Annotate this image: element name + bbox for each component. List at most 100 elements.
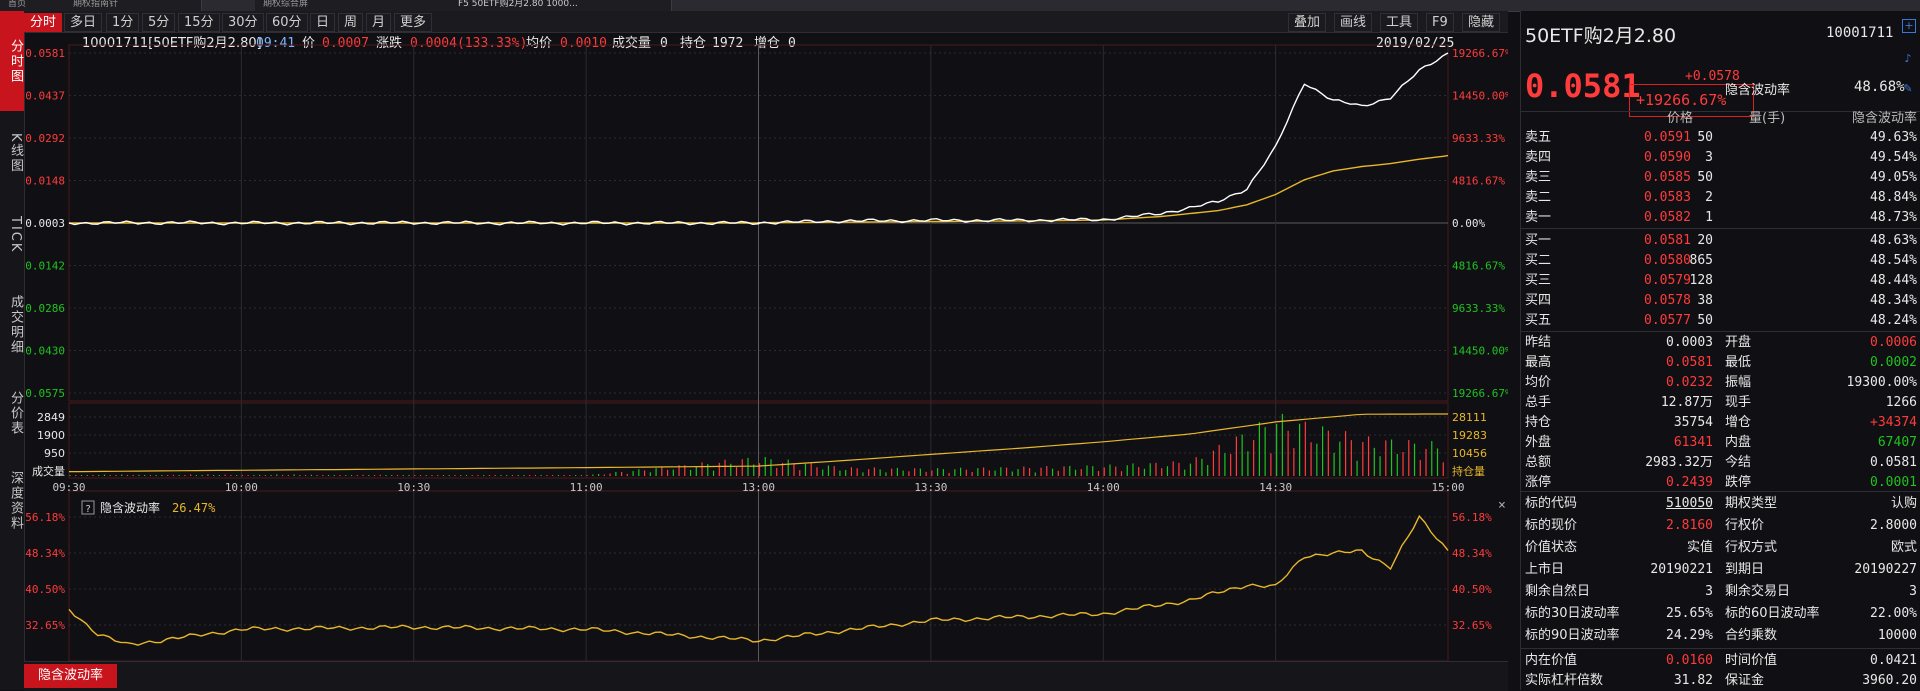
period-15min-button[interactable]: 15分	[178, 13, 220, 32]
edit-icon[interactable]: ✎	[1903, 82, 1913, 95]
vtab-intraday[interactable]: 分时图	[0, 11, 24, 111]
stat-value: 22.00%	[1870, 606, 1917, 621]
iv-help-icon[interactable]	[81, 500, 95, 515]
stat-value[interactable]: 510050	[1666, 496, 1713, 511]
tab-home[interactable]: 首页	[0, 0, 73, 11]
stat-value: 31.82	[1673, 673, 1713, 688]
book-row-label: 买二	[1525, 253, 1552, 268]
stat-label: 振幅	[1725, 375, 1752, 390]
iv-axis-right-label: 56.18%	[1452, 511, 1492, 524]
book-row-price: 0.0578	[1644, 293, 1691, 308]
period-1min-button[interactable]: 1分	[106, 13, 140, 32]
stat-value: 25.65%	[1666, 606, 1713, 621]
vtab-tick[interactable]: TICK	[8, 216, 23, 254]
stat-value: 0.0160	[1666, 653, 1713, 668]
stat-label: 上市日	[1525, 562, 1565, 577]
info-price: 0.0007	[322, 36, 369, 51]
hide-button[interactable]: 隐藏	[1462, 13, 1501, 32]
book-row-price: 0.0580	[1644, 253, 1691, 268]
book-row[interactable]: 买三 0.0579 128 48.44%	[1521, 271, 1920, 291]
book-row[interactable]: 买四 0.0578 38 48.34%	[1521, 291, 1920, 311]
book-row-price: 0.0582	[1644, 210, 1691, 225]
book-row-iv: 48.73%	[1870, 210, 1917, 225]
stat-row: 总额 2983.32万 今结 0.0581	[1521, 453, 1920, 473]
book-row-qty: 1	[1705, 210, 1713, 225]
period-60min-button[interactable]: 60分	[266, 13, 308, 32]
alert-bell-icon[interactable]: ♪	[1904, 52, 1912, 65]
book-row[interactable]: 卖一 0.0582 1 48.73%	[1521, 208, 1920, 228]
f9-button[interactable]: F9	[1426, 13, 1454, 32]
book-row[interactable]: 买五 0.0577 50 48.24%	[1521, 311, 1920, 331]
indicator-tab-iv[interactable]: 隐含波动率	[24, 664, 118, 688]
book-row-iv: 49.63%	[1870, 130, 1917, 145]
overlay-button[interactable]: 叠加	[1288, 13, 1327, 32]
period-multiday-button[interactable]: 多日	[64, 13, 103, 32]
period-5min-button[interactable]: 5分	[142, 13, 176, 32]
draw-line-button[interactable]: 画线	[1334, 13, 1373, 32]
stat-row: 标的90日波动率 24.29% 合约乘数 10000	[1521, 626, 1920, 646]
vtab-price-table[interactable]: 分价表	[8, 390, 23, 436]
quote-panel: 50ETF购2月2.80 10001711 + ♪ ✎ 0.0581 +0.05…	[1520, 11, 1920, 690]
price-axis-left-label: 0.0292	[25, 132, 65, 145]
stat-value: 19300.00%	[1846, 375, 1917, 390]
info-time: 09:41	[256, 36, 295, 51]
add-icon[interactable]: +	[1902, 19, 1916, 33]
stat-label: 剩余交易日	[1725, 584, 1791, 599]
stat-label: 价值状态	[1525, 540, 1578, 555]
book-header-price: 价格	[1667, 111, 1694, 126]
stat-label: 昨结	[1525, 335, 1552, 350]
tools-button[interactable]: 工具	[1380, 13, 1419, 32]
tab-option-screen[interactable]: 期权综合屏	[255, 0, 452, 11]
period-intraday-button[interactable]: 分时	[24, 13, 63, 32]
stat-value: 0.2439	[1666, 475, 1713, 490]
period-more-button[interactable]: 更多	[394, 13, 433, 32]
book-row[interactable]: 卖二 0.0583 2 48.84%	[1521, 188, 1920, 208]
stat-row: 实际杠杆倍数 31.82 保证金 3960.20	[1521, 671, 1920, 691]
iv-panel-close-icon[interactable]: ×	[1498, 498, 1506, 513]
time-axis-label: 10:30	[397, 481, 430, 494]
price-axis-right-label: 14450.00%	[1452, 345, 1508, 358]
intraday-chart[interactable]: 10001711[50ETF购2月2.80] 09:41 价 0.0007 涨跌…	[24, 33, 1508, 669]
stat-value: 0.0001	[1870, 475, 1917, 490]
price-axis-left-label: 0.0437	[25, 90, 65, 103]
book-row[interactable]: 卖四 0.0590 3 49.54%	[1521, 148, 1920, 168]
tab-option-detail[interactable]: F5 50ETF购2月2.80 1000...	[450, 0, 672, 11]
book-row-iv: 49.05%	[1870, 170, 1917, 185]
book-row[interactable]: 买二 0.0580 865 48.54%	[1521, 251, 1920, 271]
period-month-button[interactable]: 月	[366, 13, 392, 32]
vtab-kline[interactable]: K线图	[8, 132, 23, 174]
stat-value: 2.8000	[1870, 518, 1917, 533]
chart-lines	[68, 52, 1449, 646]
period-30min-button[interactable]: 30分	[222, 13, 264, 32]
iv-help-glyph: ?	[85, 504, 91, 515]
iv-axis-left-label: 56.18%	[25, 511, 65, 524]
book-row-iv: 48.63%	[1870, 233, 1917, 248]
period-toolbar: 分时 多日 1分 5分 15分 30分 60分 日 周 月 更多 叠加 画线 工…	[24, 11, 1508, 33]
tab-option-compass[interactable]: 期权指南针	[65, 0, 202, 11]
book-row-iv: 48.54%	[1870, 253, 1917, 268]
book-row[interactable]: 卖五 0.0591 50 49.63%	[1521, 128, 1920, 148]
book-row-label: 卖三	[1525, 170, 1552, 185]
stat-row: 价值状态 实值 行权方式 欧式	[1521, 538, 1920, 558]
vtab-depth-info[interactable]: 深度资料	[8, 471, 23, 531]
stat-row: 标的30日波动率 25.65% 标的60日波动率 22.00%	[1521, 604, 1920, 624]
period-day-button[interactable]: 日	[310, 13, 336, 32]
time-axis-label: 11:00	[570, 481, 603, 494]
book-row-iv: 48.34%	[1870, 293, 1917, 308]
stat-row: 昨结 0.0003 开盘 0.0006	[1521, 333, 1920, 353]
stat-row: 外盘 61341 内盘 67407	[1521, 433, 1920, 453]
book-row[interactable]: 卖三 0.0585 50 49.05%	[1521, 168, 1920, 188]
price-axis-left-label: -0.0286	[24, 302, 65, 315]
vtab-trade-detail[interactable]: 成交明细	[8, 295, 23, 355]
vol-axis-right-label: 19283	[1452, 429, 1487, 442]
book-row[interactable]: 买一 0.0581 20 48.63%	[1521, 231, 1920, 251]
book-row-label: 卖五	[1525, 130, 1552, 145]
period-week-button[interactable]: 周	[338, 13, 364, 32]
stat-label: 总手	[1525, 395, 1552, 410]
book-row-iv: 48.24%	[1870, 313, 1917, 328]
price-axis-right-label: 0.00%	[1452, 217, 1485, 230]
info-change-label: 涨跌	[376, 35, 402, 51]
stat-row: 持仓 35754 增仓 +34374	[1521, 413, 1920, 433]
stat-value: 2.8160	[1666, 518, 1713, 533]
book-row-label: 卖四	[1525, 150, 1552, 165]
